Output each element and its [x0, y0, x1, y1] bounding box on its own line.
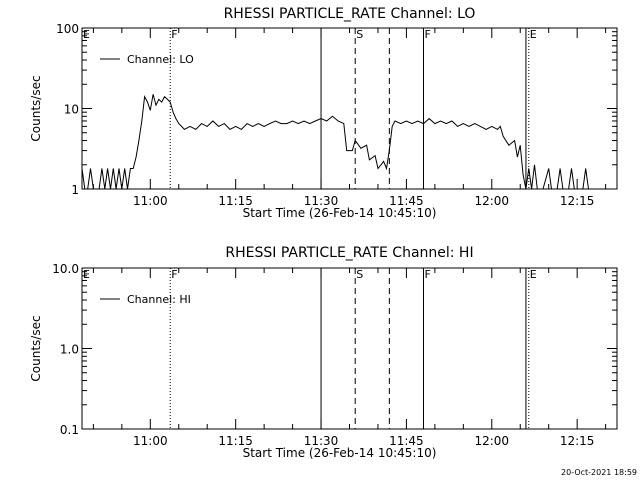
- y-tick-label: 10: [64, 103, 79, 117]
- x-tick-label: 11:00: [133, 194, 168, 208]
- x-tick-label: 11:45: [389, 194, 424, 208]
- event-marker-label: F: [424, 268, 430, 281]
- y-tick-label: 1: [71, 183, 79, 197]
- event-marker-label: E: [530, 268, 537, 281]
- y-axis-label: Counts/sec: [29, 315, 43, 381]
- event-marker-label: E: [83, 28, 90, 41]
- y-tick-label: 10.0: [52, 262, 79, 276]
- legend-label: Channel: HI: [127, 293, 191, 306]
- footer-timestamp: 20-Oct-2021 18:59: [561, 468, 637, 477]
- x-tick-label: 12:15: [560, 434, 595, 448]
- event-marker-label: F: [171, 28, 177, 41]
- y-tick-label: 0.1: [60, 423, 79, 437]
- chart-title: RHESSI PARTICLE_RATE Channel: HI: [225, 245, 473, 261]
- x-tick-label: 11:15: [218, 434, 253, 448]
- event-marker-label: S: [356, 28, 363, 41]
- x-tick-label: 11:00: [133, 434, 168, 448]
- chart-title: RHESSI PARTICLE_RATE Channel: LO: [224, 6, 476, 22]
- hi-channel-panel: RHESSI PARTICLE_RATE Channel: HI 0.1 1.0 10…: [29, 245, 618, 460]
- event-marker-label: E: [83, 268, 90, 281]
- lo-channel-panel: RHESSI PARTICLE_RATE Channel: LO 1 10 100 11…: [29, 6, 618, 220]
- series-line: [82, 94, 589, 189]
- event-marker-label: S: [356, 268, 363, 281]
- event-marker-label: F: [171, 268, 177, 281]
- x-tick-label: 12:00: [474, 434, 509, 448]
- x-axis-label: Start Time (26-Feb-14 10:45:10): [243, 446, 437, 460]
- x-tick-label: 11:45: [389, 434, 424, 448]
- event-marker-label: F: [424, 28, 430, 41]
- x-tick-label: 11:30: [304, 434, 339, 448]
- x-tick-label: 12:15: [560, 194, 595, 208]
- y-axis-label: Counts/sec: [29, 75, 43, 141]
- y-tick-label: 100: [56, 22, 79, 36]
- event-marker-label: E: [530, 28, 537, 41]
- x-axis-label: Start Time (26-Feb-14 10:45:10): [243, 206, 437, 220]
- x-tick-label: 11:15: [218, 194, 253, 208]
- legend-label: Channel: LO: [127, 53, 194, 66]
- x-tick-label: 12:00: [474, 194, 509, 208]
- x-tick-label: 11:30: [304, 194, 339, 208]
- y-tick-label: 1.0: [60, 343, 79, 357]
